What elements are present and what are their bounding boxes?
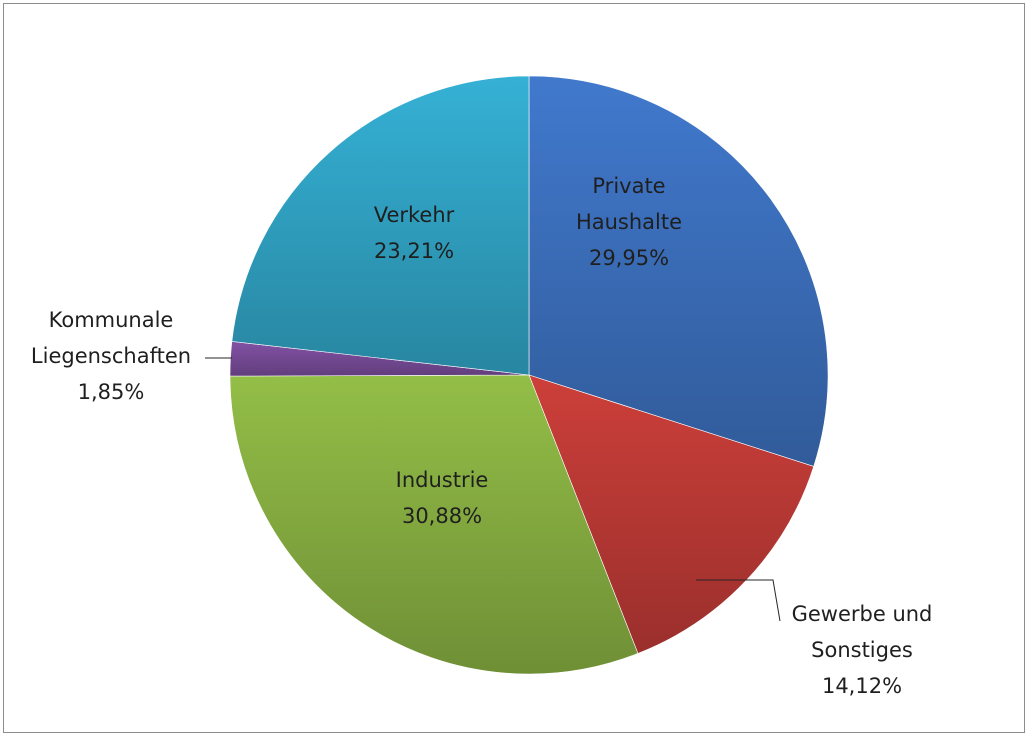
slice-category-label-1: Gewerbe und [792,602,933,626]
pie-slice-2 [229,374,639,675]
slice-category-label-1: Sonstiges [811,638,913,662]
label-leader-line-1 [696,579,781,622]
slice-value-label-2: 30,88% [402,504,482,528]
slice-category-label-0: Haushalte [576,210,682,234]
pie-slice-0 [528,75,829,467]
slice-category-label-2: Industrie [396,468,489,492]
slice-category-label-0: Private [592,174,665,198]
slice-category-label-3: Liegenschaften [31,344,191,368]
slice-category-label-4: Verkehr [374,203,455,227]
slice-value-label-0: 29,95% [589,246,669,270]
slice-value-label-1: 14,12% [822,674,902,698]
slice-value-label-4: 23,21% [374,239,454,263]
slice-category-label-3: Kommunale [49,308,174,332]
pie-slice-4 [231,75,530,376]
slice-value-label-3: 1,85% [78,380,145,404]
